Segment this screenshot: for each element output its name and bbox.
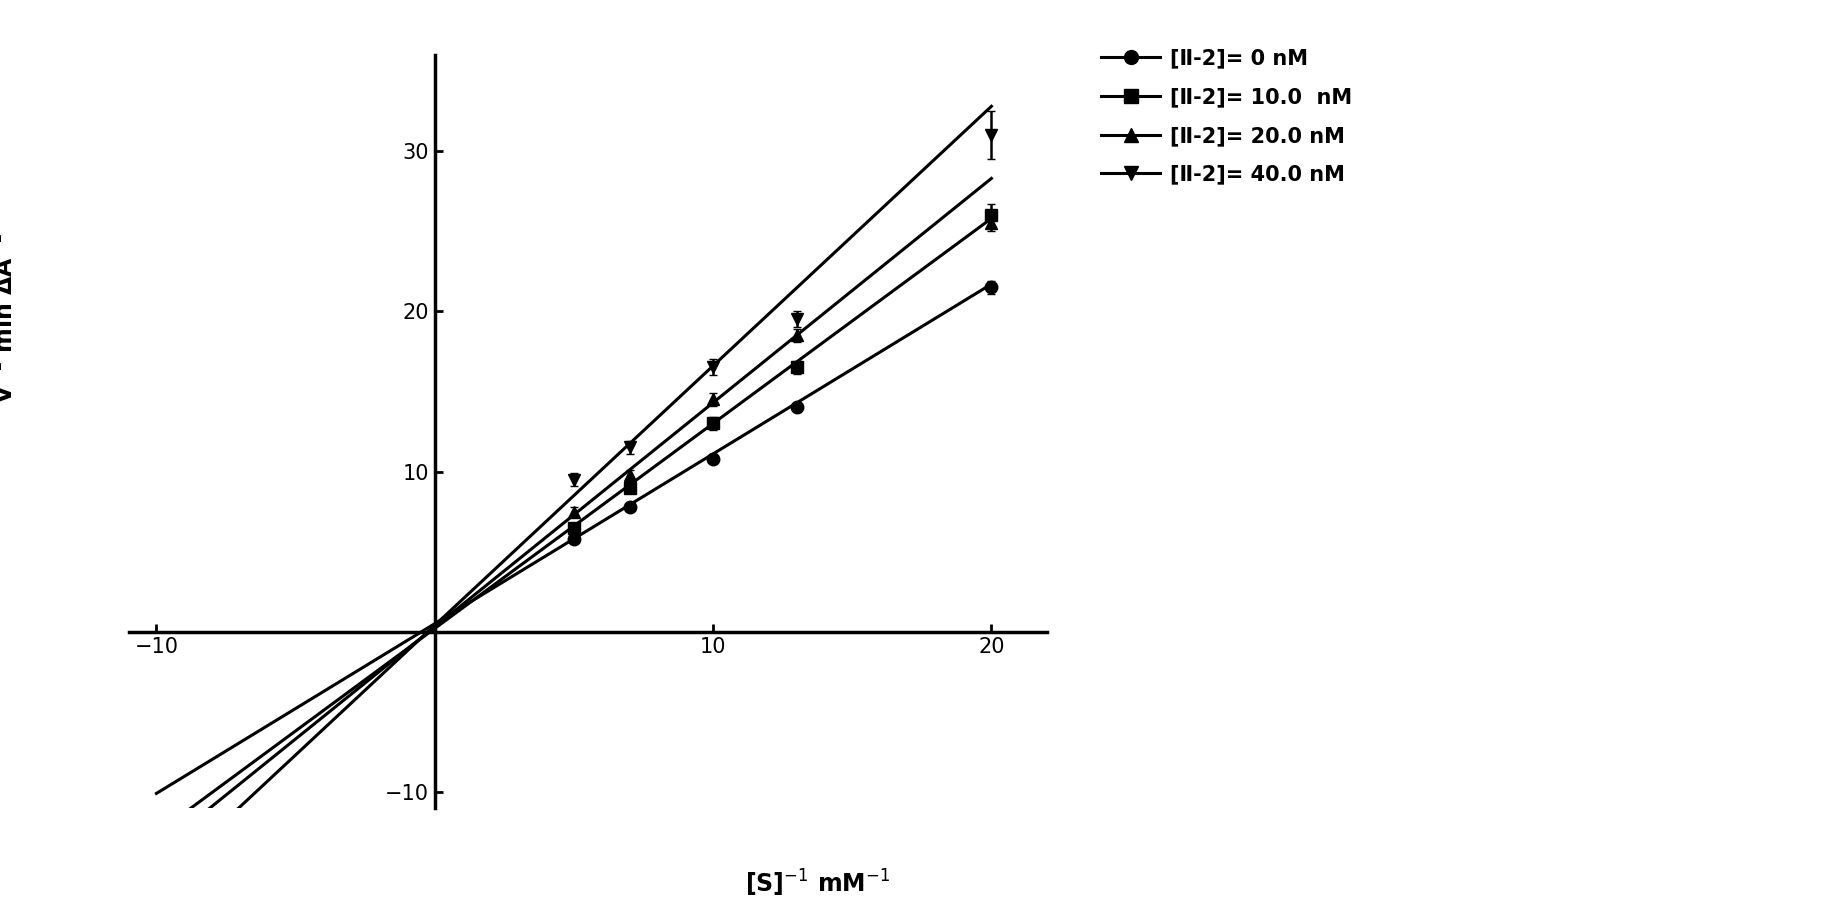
Y-axis label: V$^{-1}$ min ΔA$^{-1}$: V$^{-1}$ min ΔA$^{-1}$ [0,233,18,404]
Legend: [Ⅱ‑2]= 0 nM, [Ⅱ‑2]= 10.0  nM, [Ⅱ‑2]= 20.0 nM, [Ⅱ‑2]= 40.0 nM: [Ⅱ‑2]= 0 nM, [Ⅱ‑2]= 10.0 nM, [Ⅱ‑2]= 20.0… [1093,40,1361,193]
X-axis label: [S]$^{-1}$ mM$^{-1}$: [S]$^{-1}$ mM$^{-1}$ [744,868,891,900]
